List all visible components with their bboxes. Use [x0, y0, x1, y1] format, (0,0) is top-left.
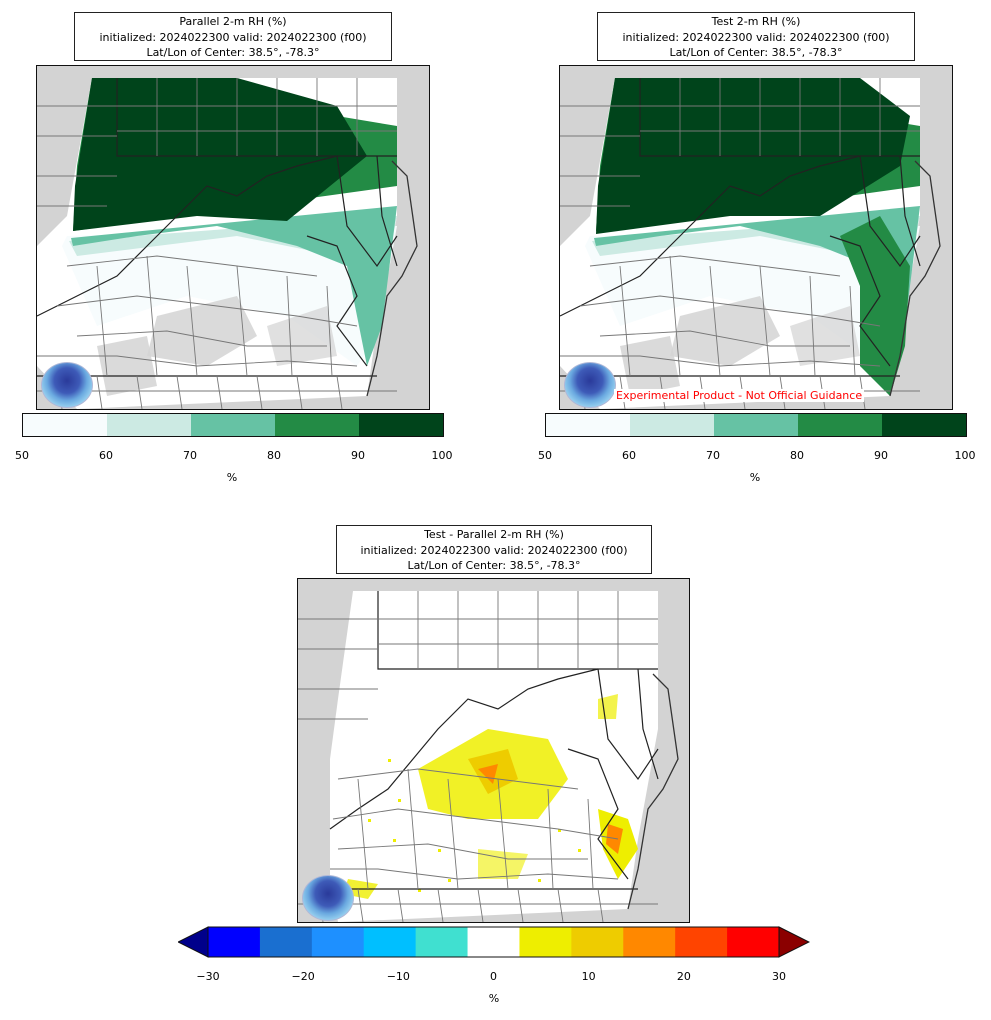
cbar-right-unit: % [749, 471, 761, 484]
cbar-diff-unit: % [488, 992, 500, 1005]
diff-bin [311, 927, 365, 957]
cbar-left-unit: % [226, 471, 238, 484]
diff-bin [415, 927, 469, 957]
rh-bin-50-60 [546, 414, 630, 436]
cbar-diff-tick: −10 [386, 970, 410, 983]
rh-colorbar-right [545, 413, 967, 437]
panel1-title-line3: Lat/Lon of Center: 38.5°, -78.3° [146, 46, 320, 59]
panel3-title-line3: Lat/Lon of Center: 38.5°, -78.3° [407, 559, 581, 572]
cbar-right-tick: 60 [622, 449, 636, 462]
test-rh-map: Experimental Product - Not Official Guid… [559, 65, 953, 410]
rh-bin-70-80 [191, 414, 275, 436]
rh-bin-90-100 [359, 414, 443, 436]
diff-bin [519, 927, 572, 957]
difference-colorbar [178, 926, 810, 958]
panel2-title-line2: initialized: 2024022300 valid: 202402230… [622, 30, 890, 44]
rh-colorbar-left [22, 413, 444, 437]
cbar-diff-tick: 0 [490, 970, 497, 983]
diff-bin [727, 927, 780, 957]
cbar-diff-tick: −20 [291, 970, 315, 983]
noaa-logo-icon [564, 362, 616, 408]
cbar-right-tick: 50 [538, 449, 552, 462]
difference-rh-map [297, 578, 690, 923]
cbar-left-tick: 100 [431, 449, 453, 462]
cbar-left-tick: 60 [99, 449, 113, 462]
rh-bin-50-60 [23, 414, 107, 436]
cbar-left-tick: 50 [15, 449, 29, 462]
cbar-left-tick: 90 [351, 449, 365, 462]
noaa-logo-icon [302, 875, 354, 921]
parallel-rh-map [36, 65, 430, 410]
cbar-diff-tick: 20 [676, 970, 691, 983]
diff-bin [208, 927, 261, 957]
panel2-title-line1: Test 2-m RH (%) [711, 15, 801, 28]
panel3-title-line2: initialized: 2024022300 valid: 202402230… [360, 543, 628, 557]
diff-bin [675, 927, 728, 957]
experimental-watermark: Experimental Product - Not Official Guid… [614, 389, 865, 402]
panel1-title-line1: Parallel 2-m RH (%) [179, 15, 287, 28]
panel1-title-line2: initialized: 2024022300 valid: 202402230… [99, 30, 367, 44]
cbar-right-tick: 80 [790, 449, 804, 462]
cbar-left-tick: 70 [183, 449, 197, 462]
panel2-title: Test 2-m RH (%) initialized: 2024022300 … [597, 12, 915, 61]
cbar-extend-low [178, 926, 209, 958]
cbar-right-tick: 70 [706, 449, 720, 462]
diff-bin [623, 927, 676, 957]
cbar-diff-tick: 10 [581, 970, 596, 983]
noaa-logo-icon [41, 362, 93, 408]
cbar-right-tick: 100 [954, 449, 976, 462]
rh-bin-60-70 [630, 414, 714, 436]
cbar-left-tick: 80 [267, 449, 281, 462]
panel2-title-line3: Lat/Lon of Center: 38.5°, -78.3° [669, 46, 843, 59]
rh-bin-80-90 [798, 414, 882, 436]
cbar-right-tick: 90 [874, 449, 888, 462]
cbar-diff-tick: −30 [196, 970, 220, 983]
rh-bin-60-70 [107, 414, 191, 436]
panel1-title: Parallel 2-m RH (%) initialized: 2024022… [74, 12, 392, 61]
rh-bin-80-90 [275, 414, 359, 436]
rh-bin-90-100 [882, 414, 966, 436]
diff-bin [467, 927, 520, 957]
diff-bin [571, 927, 624, 957]
diff-bin [363, 927, 417, 957]
cbar-diff-tick: 30 [772, 970, 786, 983]
panel3-title: Test - Parallel 2-m RH (%) initialized: … [336, 525, 652, 574]
cbar-extend-high [778, 926, 810, 958]
rh-bin-70-80 [714, 414, 798, 436]
panel3-title-line1: Test - Parallel 2-m RH (%) [424, 528, 564, 541]
diff-bin [259, 927, 313, 957]
